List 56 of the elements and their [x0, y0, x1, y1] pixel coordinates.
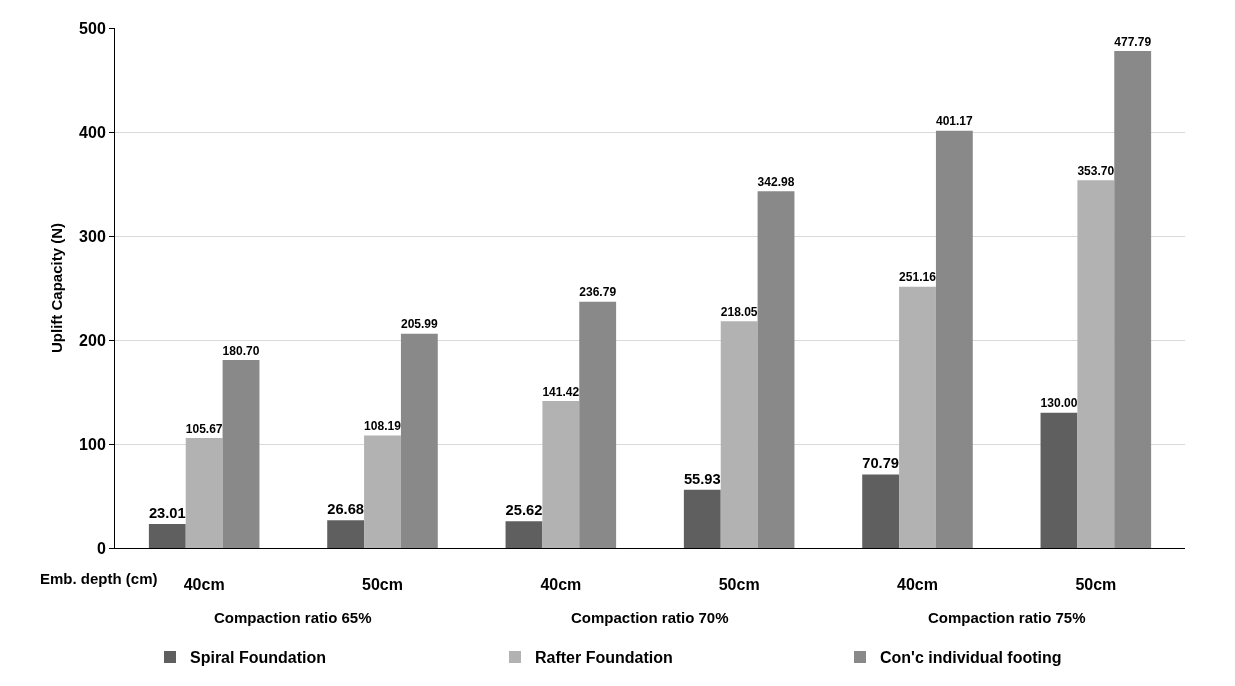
bar [400, 333, 438, 548]
bar [720, 321, 758, 548]
bar [757, 191, 795, 548]
data-label: 141.42 [542, 384, 580, 399]
x-tick-label: 50cm [362, 576, 403, 594]
bar [935, 130, 973, 548]
x-tick-label: 40cm [897, 576, 938, 594]
bar [899, 286, 936, 548]
bar [683, 489, 721, 548]
bar [542, 400, 580, 548]
bar [364, 435, 401, 548]
bar [327, 520, 365, 548]
legend-label: Rafter Foundation [535, 649, 673, 667]
text: Compaction ratio 75% [928, 609, 1086, 626]
x-tick-label: 50cm [1075, 576, 1117, 594]
data-label: 105.67 [185, 421, 223, 436]
bar [579, 301, 617, 548]
y-tick-label: 400 [79, 123, 106, 141]
data-label: 205.99 [400, 317, 439, 332]
data-label: 23.01 [148, 505, 186, 522]
data-label: 25.62 [505, 502, 543, 519]
bar [185, 438, 223, 548]
y-tick-label: 200 [79, 331, 106, 349]
x-tick-label: 40cm [183, 576, 225, 594]
bar [1077, 180, 1115, 548]
bar [148, 524, 186, 548]
data-label: 477.79 [1114, 34, 1152, 49]
x-tick-label: 40cm [540, 576, 582, 594]
text: Compaction ratio 65% [214, 609, 372, 626]
y-tick-label: 500 [79, 19, 106, 37]
data-label: 218.05 [720, 304, 758, 319]
y-tick-label: 300 [79, 227, 106, 245]
data-label: 55.93 [683, 470, 721, 487]
x-axis-title: Emb. depth (cm) [40, 570, 158, 587]
y-tick-label: 100 [79, 435, 106, 453]
data-label: 353.70 [1077, 163, 1115, 178]
data-label: 108.19 [364, 419, 402, 434]
bar [222, 360, 260, 548]
data-label: 401.17 [935, 114, 974, 129]
bar [505, 521, 543, 548]
data-label: 251.16 [899, 270, 937, 285]
legend-label: Con'c individual footing [880, 649, 1062, 667]
bar [1114, 51, 1152, 548]
data-label: 26.68 [327, 501, 365, 518]
legend-label: Spiral Foundation [190, 649, 326, 667]
x-tick-label: 50cm [718, 576, 760, 594]
data-label: 180.70 [222, 343, 260, 358]
data-label: 130.00 [1040, 396, 1078, 411]
data-label: 342.98 [757, 174, 795, 189]
bar [862, 474, 900, 548]
text: Compaction ratio 70% [571, 609, 729, 626]
y-tick-label: 0 [96, 539, 106, 557]
y-axis-title: Uplift Capacity (N) [48, 222, 66, 354]
bar [1040, 412, 1078, 548]
data-label: 236.79 [579, 285, 617, 300]
data-label: 70.79 [862, 455, 900, 472]
